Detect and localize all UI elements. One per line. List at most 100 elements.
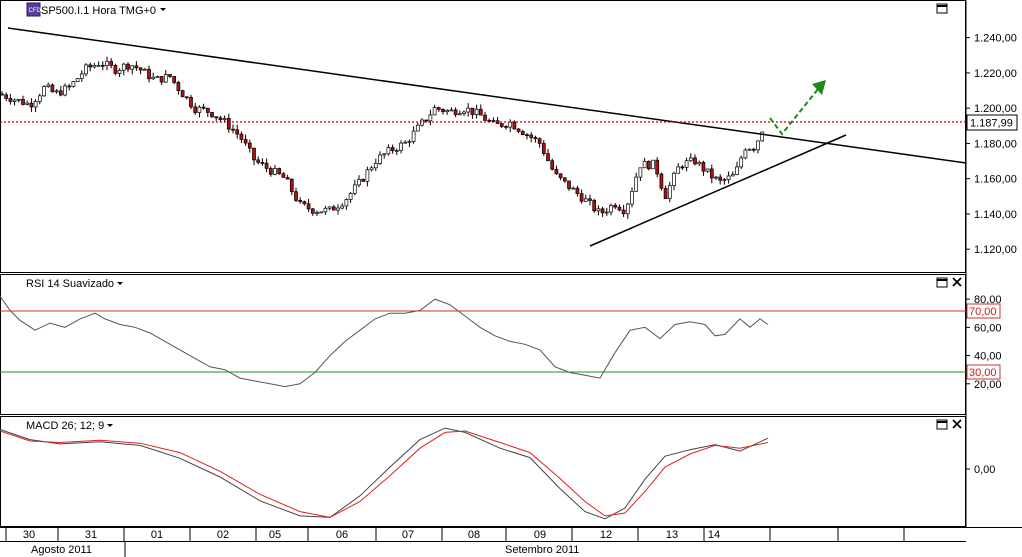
candle[interactable] (680, 166, 685, 169)
candle[interactable] (499, 123, 504, 127)
candle[interactable] (29, 102, 34, 108)
candle[interactable] (109, 61, 114, 66)
candle[interactable] (117, 69, 122, 74)
candle[interactable] (550, 160, 555, 170)
candle[interactable] (609, 205, 613, 213)
candle[interactable] (369, 167, 374, 171)
candle[interactable] (684, 160, 689, 168)
candle[interactable] (281, 173, 286, 178)
candle[interactable] (588, 198, 592, 201)
candle[interactable] (25, 102, 30, 105)
candle[interactable] (651, 159, 655, 170)
candle[interactable] (50, 84, 55, 93)
candle[interactable] (63, 85, 67, 96)
main-title-dropdown-icon[interactable] (160, 8, 166, 11)
candle[interactable] (693, 157, 697, 165)
candle[interactable] (273, 168, 277, 175)
candle[interactable] (214, 116, 219, 119)
candle[interactable] (319, 211, 324, 214)
candle[interactable] (331, 206, 336, 211)
candle[interactable] (533, 137, 538, 139)
candle[interactable] (289, 178, 294, 192)
candle[interactable] (235, 129, 240, 135)
candle[interactable] (672, 172, 676, 186)
candle[interactable] (126, 63, 130, 70)
candle[interactable] (554, 168, 559, 175)
candle[interactable] (58, 90, 63, 96)
rsi-close-icon[interactable] (952, 277, 962, 287)
candle[interactable] (189, 97, 193, 108)
candle[interactable] (231, 128, 235, 131)
candle[interactable] (462, 111, 466, 115)
candle[interactable] (760, 131, 765, 142)
candle[interactable] (46, 84, 51, 88)
candle[interactable] (4, 94, 9, 99)
main-maximize-icon[interactable] (936, 3, 948, 14)
projection-arrow[interactable] (769, 83, 823, 136)
candle[interactable] (67, 85, 72, 88)
candle[interactable] (604, 211, 609, 214)
candle[interactable] (75, 78, 80, 82)
candle[interactable] (193, 106, 198, 113)
candle[interactable] (701, 162, 706, 172)
candle[interactable] (163, 74, 168, 83)
rsi-line[interactable] (0, 296, 769, 388)
candle[interactable] (483, 114, 487, 121)
candle[interactable] (113, 65, 118, 74)
candle[interactable] (92, 65, 97, 68)
candle[interactable] (634, 176, 639, 192)
candle[interactable] (705, 168, 710, 172)
candle[interactable] (147, 68, 151, 80)
candle[interactable] (466, 107, 471, 113)
candle[interactable] (730, 174, 735, 177)
candle[interactable] (613, 205, 618, 208)
candle[interactable] (403, 141, 408, 144)
candle[interactable] (130, 65, 135, 70)
candle[interactable] (718, 176, 723, 181)
candle[interactable] (508, 121, 513, 128)
candle[interactable] (600, 208, 605, 214)
macd-signal-line[interactable] (0, 430, 769, 518)
candle[interactable] (0, 93, 4, 96)
candle[interactable] (134, 65, 139, 69)
candle[interactable] (621, 209, 626, 215)
descending-trendline[interactable] (7, 27, 967, 164)
candle[interactable] (541, 143, 546, 154)
candle[interactable] (596, 208, 601, 212)
candle[interactable] (726, 175, 731, 180)
rsi-maximize-icon[interactable] (936, 277, 948, 288)
candle[interactable] (12, 99, 17, 102)
candle[interactable] (567, 180, 571, 189)
candle[interactable] (525, 134, 529, 137)
macd-line[interactable] (0, 427, 769, 520)
candle[interactable] (210, 112, 214, 118)
candle[interactable] (155, 76, 160, 78)
candle[interactable] (747, 148, 752, 151)
candle[interactable] (159, 76, 164, 83)
candle[interactable] (562, 177, 567, 182)
candle[interactable] (344, 199, 349, 207)
candle[interactable] (168, 74, 172, 77)
candle[interactable] (252, 147, 256, 161)
candle[interactable] (373, 163, 378, 169)
candle[interactable] (558, 173, 563, 179)
candle[interactable] (222, 118, 227, 120)
rsi-title-dropdown-icon[interactable] (117, 282, 123, 285)
candle[interactable] (579, 193, 584, 202)
candle[interactable] (239, 133, 244, 140)
candle[interactable] (756, 140, 760, 151)
candle[interactable] (390, 147, 395, 152)
candle[interactable] (21, 98, 25, 105)
macd-title-dropdown-icon[interactable] (107, 424, 113, 427)
candle[interactable] (352, 184, 357, 194)
candle[interactable] (453, 109, 458, 116)
candle[interactable] (357, 179, 361, 186)
candle[interactable] (428, 114, 433, 122)
candle[interactable] (411, 130, 416, 142)
candle[interactable] (449, 109, 454, 112)
candle[interactable] (37, 95, 42, 102)
candle[interactable] (474, 108, 479, 115)
candle[interactable] (646, 160, 651, 170)
candle[interactable] (42, 86, 46, 97)
candle[interactable] (382, 153, 387, 156)
